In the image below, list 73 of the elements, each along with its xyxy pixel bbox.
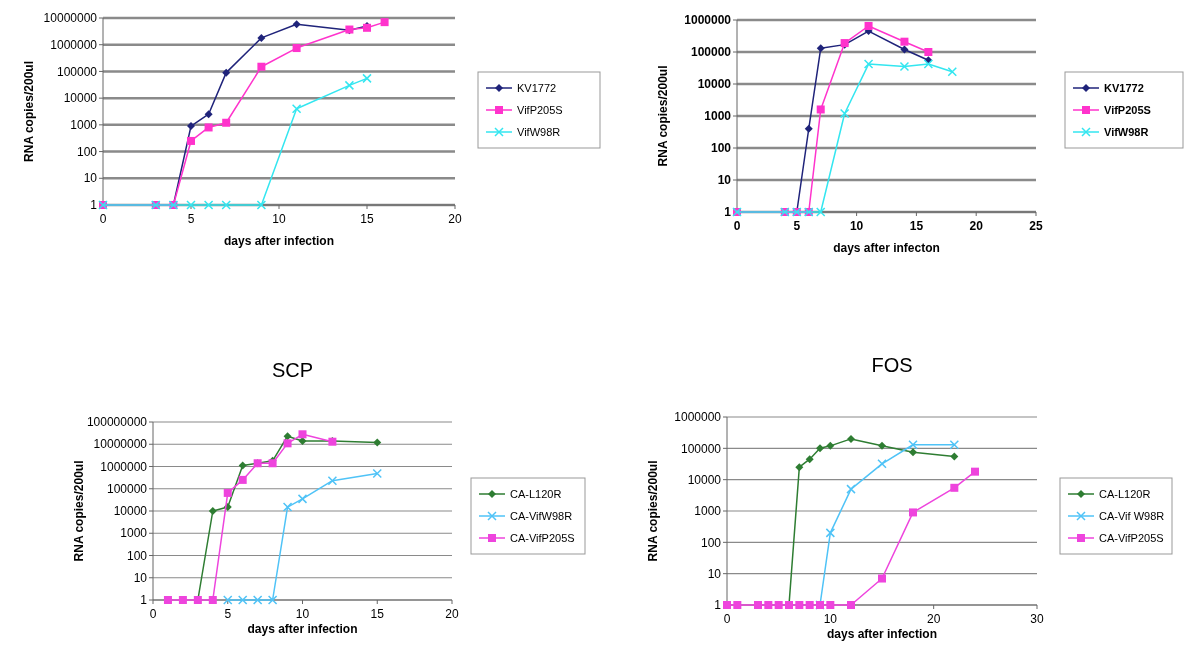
- x-tick-label: 5: [187, 212, 195, 226]
- y-tick-label: 100: [700, 535, 722, 550]
- y-tick-label: 1: [140, 593, 148, 608]
- x-tick-label: 15: [360, 212, 374, 226]
- y-tick-label: 10: [133, 570, 148, 585]
- y-tick-label: 1000: [704, 109, 732, 124]
- y-tick-label: 100000: [56, 64, 98, 79]
- legend-label: CA-L120R: [510, 487, 562, 500]
- x-tick-label: 10: [295, 607, 310, 621]
- y-tick-label: 10000: [113, 504, 148, 519]
- legend-label: CA-L120R: [1099, 487, 1151, 500]
- legend-label: KV1772: [517, 81, 557, 94]
- y-axis-title: RNA copies/200ul: [646, 460, 660, 562]
- legend-label: VifW98R: [517, 125, 561, 138]
- x-tick-label: 25: [1029, 219, 1043, 233]
- y-tick-label: 100000: [680, 441, 722, 456]
- y-axis-title: RNA copies/200ul: [22, 61, 36, 162]
- x-tick-label: 30: [1030, 612, 1044, 626]
- x-tick-label: 0: [99, 212, 107, 226]
- x-tick-label: 20: [445, 607, 459, 621]
- x-axis-title: days after infection: [247, 622, 358, 636]
- y-tick-label: 10000000: [43, 11, 98, 26]
- legend-label: CA-VifP205S: [510, 531, 575, 544]
- x-tick-label: 10: [823, 612, 838, 626]
- legend-label: CA-VifW98R: [510, 509, 573, 522]
- x-tick-label: 5: [224, 607, 232, 621]
- y-tick-label: 100000000: [86, 415, 148, 430]
- x-tick-label: 10: [272, 212, 286, 226]
- y-tick-label: 1000000: [100, 459, 148, 474]
- y-tick-label: 10: [717, 173, 732, 188]
- chart-title: FOS: [871, 354, 913, 376]
- x-axis-title: days after infection: [826, 627, 938, 641]
- y-tick-label: 1000000: [674, 410, 722, 425]
- chart-title: SCP: [271, 359, 314, 381]
- y-axis-title: RNA copies/200ul: [656, 65, 670, 167]
- y-tick-label: 1: [90, 198, 98, 213]
- y-tick-label: 1000: [70, 118, 98, 133]
- y-tick-label: 1000: [694, 504, 722, 519]
- legend-label: VifW98R: [1104, 125, 1149, 138]
- y-tick-label: 10000: [697, 77, 732, 92]
- y-tick-label: 10000: [63, 91, 98, 106]
- legend-label: VifP205S: [1104, 103, 1151, 116]
- x-axis-title: days after infection: [223, 234, 335, 248]
- y-tick-label: 10: [707, 566, 722, 581]
- y-tick-label: 1000: [120, 526, 148, 541]
- y-tick-label: 1000000: [684, 13, 732, 28]
- legend-label: KV1772: [1104, 81, 1144, 94]
- y-axis-title: RNA copies/200ul: [72, 460, 86, 562]
- x-tick-label: 0: [723, 612, 731, 626]
- x-tick-label: 0: [733, 219, 741, 233]
- x-tick-label: 20: [448, 212, 462, 226]
- x-axis-title: days after infecton: [833, 241, 940, 255]
- y-tick-label: 100: [710, 141, 732, 156]
- x-tick-label: 20: [969, 219, 984, 233]
- y-tick-label: 100000: [690, 45, 732, 60]
- x-tick-label: 15: [370, 607, 385, 621]
- y-tick-label: 1: [714, 598, 722, 613]
- y-tick-label: 1000000: [50, 37, 98, 52]
- x-tick-label: 15: [909, 219, 924, 233]
- y-tick-label: 1: [724, 205, 732, 220]
- legend-label: CA-Vif W98R: [1099, 509, 1165, 522]
- y-tick-label: 10: [83, 171, 98, 186]
- x-tick-label: 10: [849, 219, 864, 233]
- y-tick-label: 100: [76, 144, 98, 159]
- y-tick-label: 100000: [106, 481, 148, 496]
- legend-label: CA-VifP205S: [1099, 531, 1164, 544]
- y-tick-label: 10000: [687, 472, 722, 487]
- y-tick-label: 100: [126, 548, 148, 563]
- x-tick-label: 5: [793, 219, 801, 233]
- legend-label: VifP205S: [517, 103, 563, 116]
- x-tick-label: 20: [926, 612, 941, 626]
- x-tick-label: 0: [149, 607, 157, 621]
- y-tick-label: 10000000: [93, 437, 148, 452]
